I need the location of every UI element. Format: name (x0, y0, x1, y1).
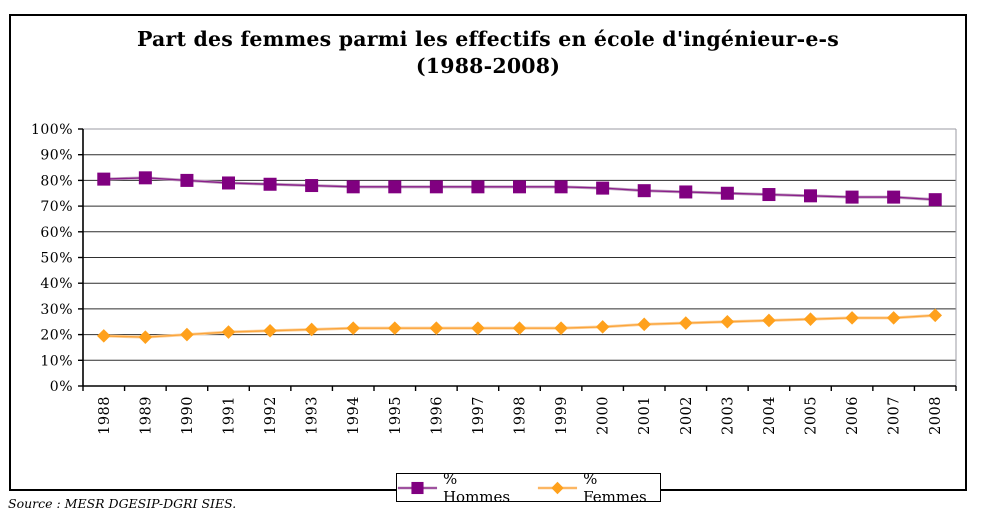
chart-title: Part des femmes parmi les effectifs en é… (11, 26, 965, 80)
legend-item-femmes: % Femmes (537, 470, 660, 506)
legend-label-hommes: % Hommes (442, 469, 511, 506)
femmes-diamond-marker-icon (538, 481, 578, 494)
chart-frame: Part des femmes parmi les effectifs en é… (9, 14, 967, 506)
legend-label-femmes: % Femmes (583, 469, 647, 506)
hommes-square-marker-icon (397, 481, 438, 494)
source-note: Source : MESR DGESIP-DGRI SIES. (8, 496, 237, 511)
chart-title-line2: (1988-2008) (415, 54, 561, 78)
chart-title-line1: Part des femmes parmi les effectifs en é… (136, 27, 840, 51)
legend: % Hommes % Femmes (396, 470, 661, 506)
legend-item-hommes: % Hommes (397, 470, 523, 506)
